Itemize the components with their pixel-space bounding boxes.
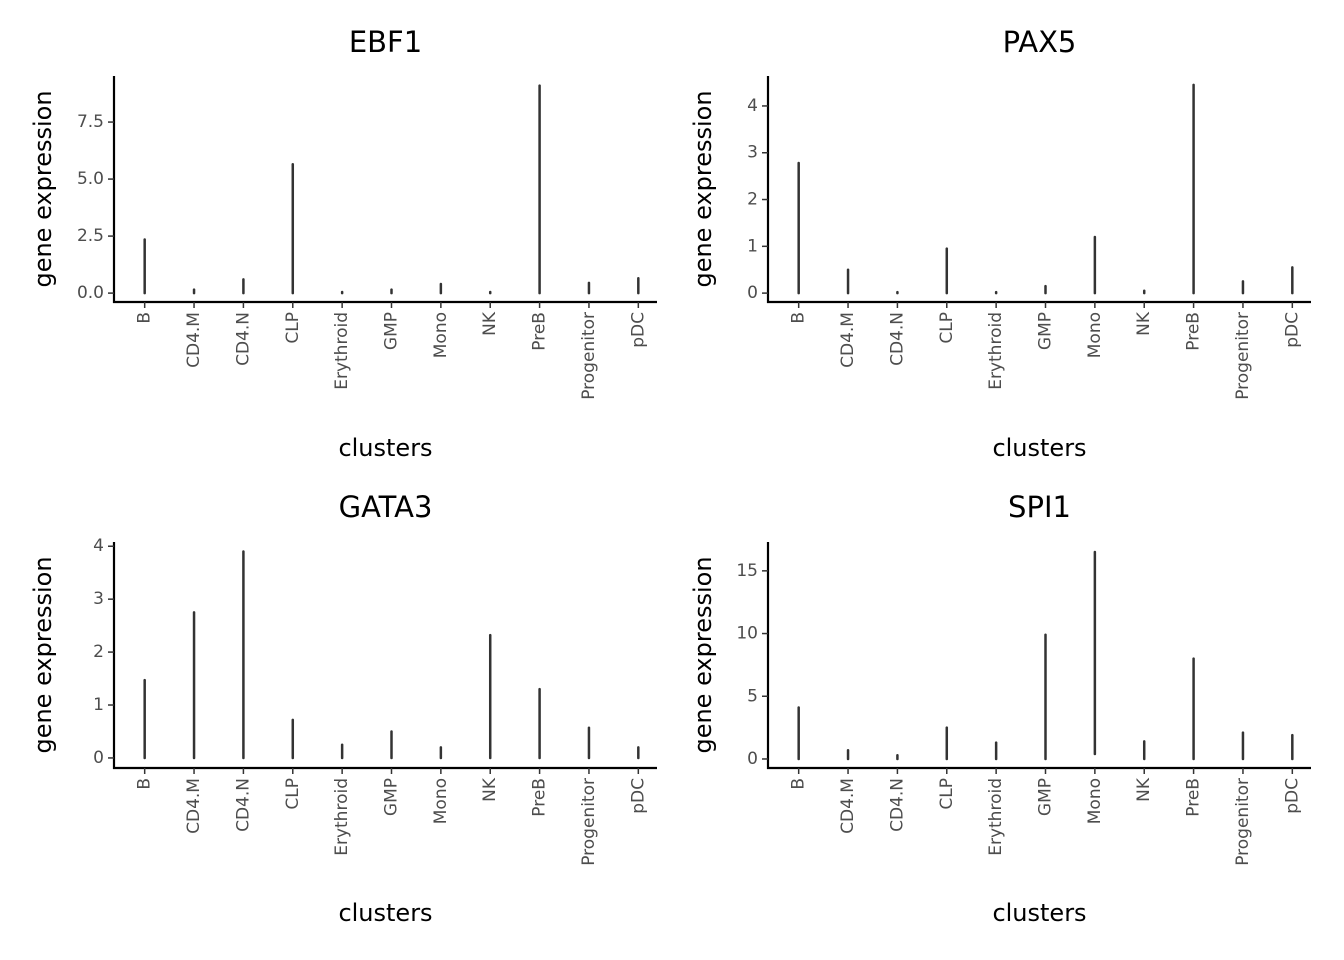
y-tick-label: 1 [747, 236, 758, 256]
y-axis-label: gene expression [689, 556, 717, 753]
y-tick-label: 0 [747, 749, 758, 769]
x-tick-label: pDC [1282, 312, 1302, 348]
x-tick-label: Mono [431, 312, 451, 358]
x-tick-label: GMP [382, 312, 402, 350]
x-tick-label: CLP [937, 312, 957, 344]
x-tick-label: CD4.N [233, 778, 253, 832]
y-axis-label: gene expression [29, 90, 57, 287]
y-tick-label: 2.5 [77, 226, 104, 246]
x-axis-label: clusters [338, 899, 432, 927]
x-tick-label: Mono [431, 778, 451, 824]
chart-title: SPI1 [1008, 490, 1071, 524]
x-tick-label: CLP [937, 778, 957, 810]
y-tick-label: 5 [747, 686, 758, 706]
y-tick-label: 7.5 [77, 112, 104, 132]
x-tick-label: B [789, 312, 809, 324]
x-tick-label: NK [1134, 311, 1154, 336]
x-tick-label: Progenitor [579, 312, 599, 400]
y-tick-label: 5.0 [77, 169, 104, 189]
y-tick-label: 10 [736, 624, 758, 644]
y-tick-label: 4 [747, 96, 758, 116]
x-tick-label: B [135, 312, 155, 324]
x-tick-label: PreB [1184, 312, 1204, 351]
y-tick-label: 0 [747, 283, 758, 303]
y-tick-label: 0 [93, 748, 104, 768]
x-tick-label: pDC [628, 778, 648, 814]
x-tick-label: Mono [1085, 778, 1105, 824]
x-tick-label: CD4.N [887, 312, 907, 366]
x-tick-label: Erythroid [986, 778, 1006, 856]
chart-title: EBF1 [349, 25, 422, 59]
x-tick-label: B [135, 778, 155, 790]
x-tick-label: pDC [628, 312, 648, 348]
y-tick-label: 15 [736, 561, 758, 581]
x-axis-label: clusters [992, 899, 1086, 927]
x-tick-label: Erythroid [332, 778, 352, 856]
x-tick-label: CD4.M [838, 312, 858, 368]
x-tick-label: PreB [1184, 778, 1204, 817]
y-axis-label: gene expression [689, 90, 717, 287]
x-tick-label: Mono [1085, 312, 1105, 358]
y-tick-label: 3 [747, 143, 758, 163]
x-tick-label: CD4.N [887, 778, 907, 832]
x-tick-label: CD4.M [184, 312, 204, 368]
x-tick-label: NK [1134, 777, 1154, 802]
x-tick-label: Progenitor [1233, 312, 1253, 400]
y-tick-label: 0.0 [77, 283, 104, 303]
x-tick-label: GMP [382, 778, 402, 816]
x-axis-label: clusters [338, 434, 432, 462]
y-tick-label: 2 [93, 642, 104, 662]
y-tick-label: 2 [747, 190, 758, 210]
x-axis-label: clusters [992, 434, 1086, 462]
x-tick-label: B [789, 778, 809, 790]
x-tick-label: NK [480, 311, 500, 336]
x-tick-label: Erythroid [332, 312, 352, 390]
y-axis-label: gene expression [29, 556, 57, 753]
x-tick-label: Progenitor [579, 778, 599, 866]
chart-title: PAX5 [1003, 25, 1077, 59]
y-tick-label: 1 [93, 695, 104, 715]
y-tick-label: 4 [93, 536, 104, 556]
chart-title: GATA3 [339, 490, 433, 524]
x-tick-label: CLP [283, 778, 303, 810]
x-tick-label: CD4.M [838, 778, 858, 834]
x-tick-label: Progenitor [1233, 778, 1253, 866]
x-tick-label: CLP [283, 312, 303, 344]
x-tick-label: CD4.N [233, 312, 253, 366]
x-tick-label: Erythroid [986, 312, 1006, 390]
y-tick-label: 3 [93, 589, 104, 609]
x-tick-label: PreB [530, 778, 550, 817]
x-tick-label: NK [480, 777, 500, 802]
x-tick-label: CD4.M [184, 778, 204, 834]
x-tick-label: GMP [1036, 312, 1056, 350]
x-tick-label: PreB [530, 312, 550, 351]
x-tick-label: GMP [1036, 778, 1056, 816]
x-tick-label: pDC [1282, 778, 1302, 814]
